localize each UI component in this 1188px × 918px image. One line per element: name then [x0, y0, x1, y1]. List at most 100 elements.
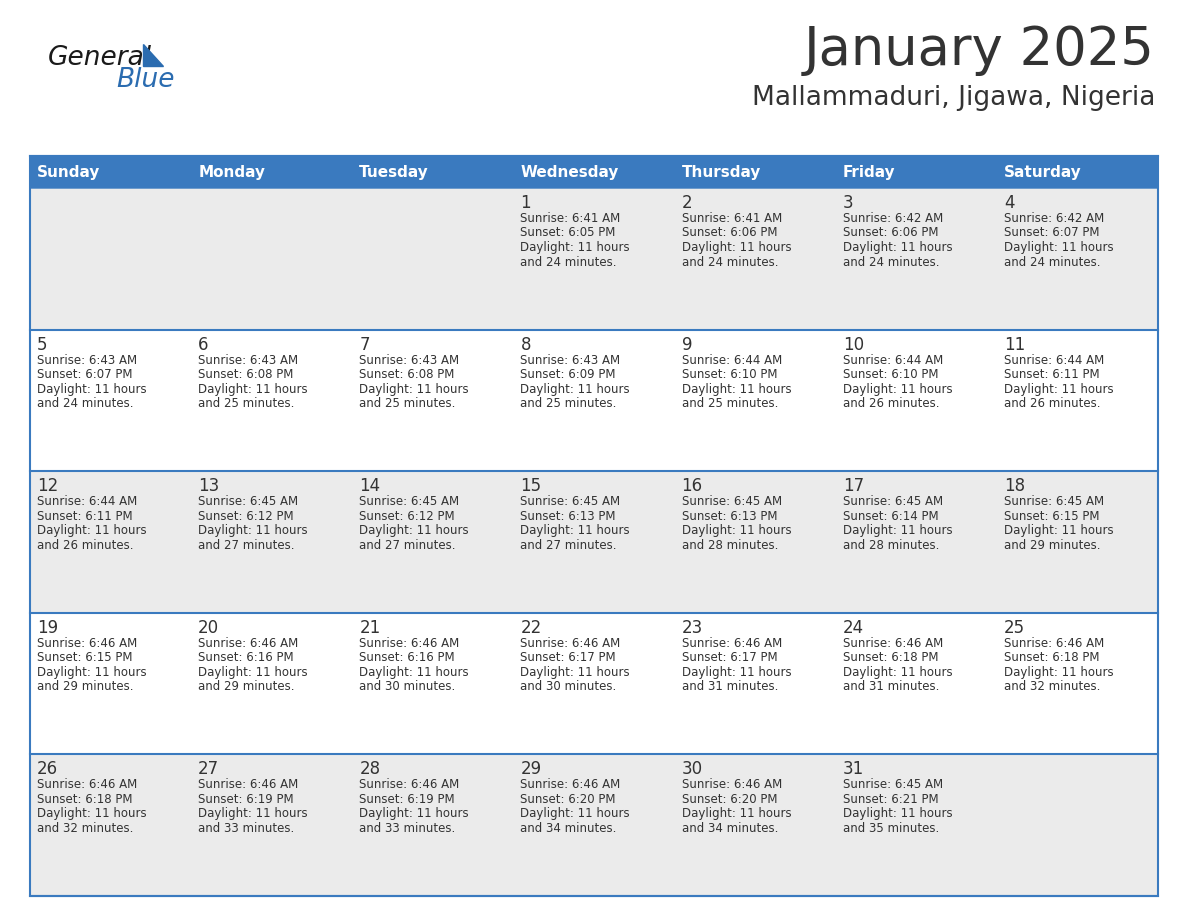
Text: Sunrise: 6:45 AM: Sunrise: 6:45 AM — [1004, 495, 1104, 509]
Text: Daylight: 11 hours: Daylight: 11 hours — [37, 666, 146, 678]
Text: Sunset: 6:08 PM: Sunset: 6:08 PM — [198, 368, 293, 381]
Text: and 29 minutes.: and 29 minutes. — [198, 680, 295, 693]
Bar — [353, 156, 513, 188]
Bar — [675, 330, 835, 471]
Text: 21: 21 — [359, 619, 380, 637]
Text: and 28 minutes.: and 28 minutes. — [842, 539, 939, 552]
Text: Daylight: 11 hours: Daylight: 11 hours — [842, 241, 953, 254]
Text: Sunrise: 6:43 AM: Sunrise: 6:43 AM — [359, 353, 460, 366]
Text: Daylight: 11 hours: Daylight: 11 hours — [842, 808, 953, 821]
Bar — [835, 156, 997, 188]
Bar — [30, 156, 1158, 896]
Bar — [513, 156, 675, 188]
Bar — [835, 471, 997, 613]
Text: and 24 minutes.: and 24 minutes. — [682, 255, 778, 268]
Text: Daylight: 11 hours: Daylight: 11 hours — [842, 383, 953, 396]
Bar — [513, 188, 675, 330]
Bar — [30, 613, 191, 755]
Text: Mallammaduri, Jigawa, Nigeria: Mallammaduri, Jigawa, Nigeria — [752, 85, 1155, 111]
Bar — [997, 188, 1158, 330]
Text: 22: 22 — [520, 619, 542, 637]
Text: Sunrise: 6:42 AM: Sunrise: 6:42 AM — [1004, 212, 1104, 225]
Bar — [353, 330, 513, 471]
Text: Thursday: Thursday — [682, 164, 762, 180]
Text: Daylight: 11 hours: Daylight: 11 hours — [842, 666, 953, 678]
Text: Sunset: 6:19 PM: Sunset: 6:19 PM — [198, 793, 293, 806]
Bar — [191, 330, 353, 471]
Text: Daylight: 11 hours: Daylight: 11 hours — [842, 524, 953, 537]
Bar — [835, 613, 997, 755]
Text: and 24 minutes.: and 24 minutes. — [520, 255, 617, 268]
Text: and 33 minutes.: and 33 minutes. — [359, 822, 455, 834]
Bar — [997, 755, 1158, 896]
Text: Sunset: 6:18 PM: Sunset: 6:18 PM — [842, 651, 939, 665]
Text: and 29 minutes.: and 29 minutes. — [37, 680, 133, 693]
Text: Daylight: 11 hours: Daylight: 11 hours — [359, 524, 469, 537]
Text: 26: 26 — [37, 760, 58, 778]
Text: Sunrise: 6:44 AM: Sunrise: 6:44 AM — [1004, 353, 1104, 366]
Text: and 24 minutes.: and 24 minutes. — [37, 397, 133, 410]
Bar — [30, 755, 191, 896]
Text: and 32 minutes.: and 32 minutes. — [1004, 680, 1100, 693]
Text: 13: 13 — [198, 477, 220, 495]
Text: and 35 minutes.: and 35 minutes. — [842, 822, 939, 834]
Text: Sunset: 6:17 PM: Sunset: 6:17 PM — [520, 651, 617, 665]
Text: Tuesday: Tuesday — [359, 164, 429, 180]
Text: Daylight: 11 hours: Daylight: 11 hours — [359, 383, 469, 396]
Bar — [997, 156, 1158, 188]
Text: Sunrise: 6:46 AM: Sunrise: 6:46 AM — [359, 778, 460, 791]
Bar — [353, 755, 513, 896]
Text: Daylight: 11 hours: Daylight: 11 hours — [37, 524, 146, 537]
Text: and 27 minutes.: and 27 minutes. — [198, 539, 295, 552]
Text: Daylight: 11 hours: Daylight: 11 hours — [359, 666, 469, 678]
Text: and 25 minutes.: and 25 minutes. — [682, 397, 778, 410]
Text: Sunset: 6:07 PM: Sunset: 6:07 PM — [1004, 227, 1099, 240]
Text: Sunrise: 6:46 AM: Sunrise: 6:46 AM — [198, 637, 298, 650]
Text: and 25 minutes.: and 25 minutes. — [520, 397, 617, 410]
Text: Daylight: 11 hours: Daylight: 11 hours — [198, 524, 308, 537]
Text: Sunrise: 6:46 AM: Sunrise: 6:46 AM — [842, 637, 943, 650]
Text: Sunset: 6:21 PM: Sunset: 6:21 PM — [842, 793, 939, 806]
Text: Sunrise: 6:46 AM: Sunrise: 6:46 AM — [682, 778, 782, 791]
Text: Sunset: 6:16 PM: Sunset: 6:16 PM — [198, 651, 293, 665]
Bar — [30, 188, 191, 330]
Text: Daylight: 11 hours: Daylight: 11 hours — [682, 383, 791, 396]
Text: and 26 minutes.: and 26 minutes. — [37, 539, 133, 552]
Bar — [513, 330, 675, 471]
Text: Daylight: 11 hours: Daylight: 11 hours — [520, 808, 630, 821]
Text: Sunrise: 6:46 AM: Sunrise: 6:46 AM — [520, 778, 620, 791]
Bar — [353, 471, 513, 613]
Text: 15: 15 — [520, 477, 542, 495]
Text: Daylight: 11 hours: Daylight: 11 hours — [1004, 383, 1113, 396]
Text: Sunset: 6:11 PM: Sunset: 6:11 PM — [1004, 368, 1099, 381]
Text: and 27 minutes.: and 27 minutes. — [520, 539, 617, 552]
Text: and 25 minutes.: and 25 minutes. — [359, 397, 456, 410]
Text: Sunrise: 6:41 AM: Sunrise: 6:41 AM — [520, 212, 620, 225]
Text: Daylight: 11 hours: Daylight: 11 hours — [682, 524, 791, 537]
Text: Sunset: 6:07 PM: Sunset: 6:07 PM — [37, 368, 133, 381]
Text: Sunset: 6:12 PM: Sunset: 6:12 PM — [198, 509, 293, 522]
Bar — [997, 330, 1158, 471]
Text: Sunset: 6:05 PM: Sunset: 6:05 PM — [520, 227, 615, 240]
Text: 6: 6 — [198, 336, 209, 353]
Text: Sunset: 6:10 PM: Sunset: 6:10 PM — [682, 368, 777, 381]
Bar — [30, 156, 191, 188]
Text: Daylight: 11 hours: Daylight: 11 hours — [520, 383, 630, 396]
Text: Sunset: 6:14 PM: Sunset: 6:14 PM — [842, 509, 939, 522]
Text: Daylight: 11 hours: Daylight: 11 hours — [37, 808, 146, 821]
Text: Daylight: 11 hours: Daylight: 11 hours — [1004, 524, 1113, 537]
Text: Sunrise: 6:43 AM: Sunrise: 6:43 AM — [198, 353, 298, 366]
Text: Sunset: 6:09 PM: Sunset: 6:09 PM — [520, 368, 615, 381]
Text: Sunrise: 6:42 AM: Sunrise: 6:42 AM — [842, 212, 943, 225]
Text: Daylight: 11 hours: Daylight: 11 hours — [1004, 666, 1113, 678]
Text: and 34 minutes.: and 34 minutes. — [682, 822, 778, 834]
Text: Sunset: 6:11 PM: Sunset: 6:11 PM — [37, 509, 133, 522]
Text: Friday: Friday — [842, 164, 896, 180]
Text: Sunset: 6:06 PM: Sunset: 6:06 PM — [842, 227, 939, 240]
Bar — [513, 613, 675, 755]
Text: 7: 7 — [359, 336, 369, 353]
Text: and 30 minutes.: and 30 minutes. — [359, 680, 455, 693]
Text: Sunset: 6:10 PM: Sunset: 6:10 PM — [842, 368, 939, 381]
Text: Sunset: 6:16 PM: Sunset: 6:16 PM — [359, 651, 455, 665]
Bar — [191, 188, 353, 330]
